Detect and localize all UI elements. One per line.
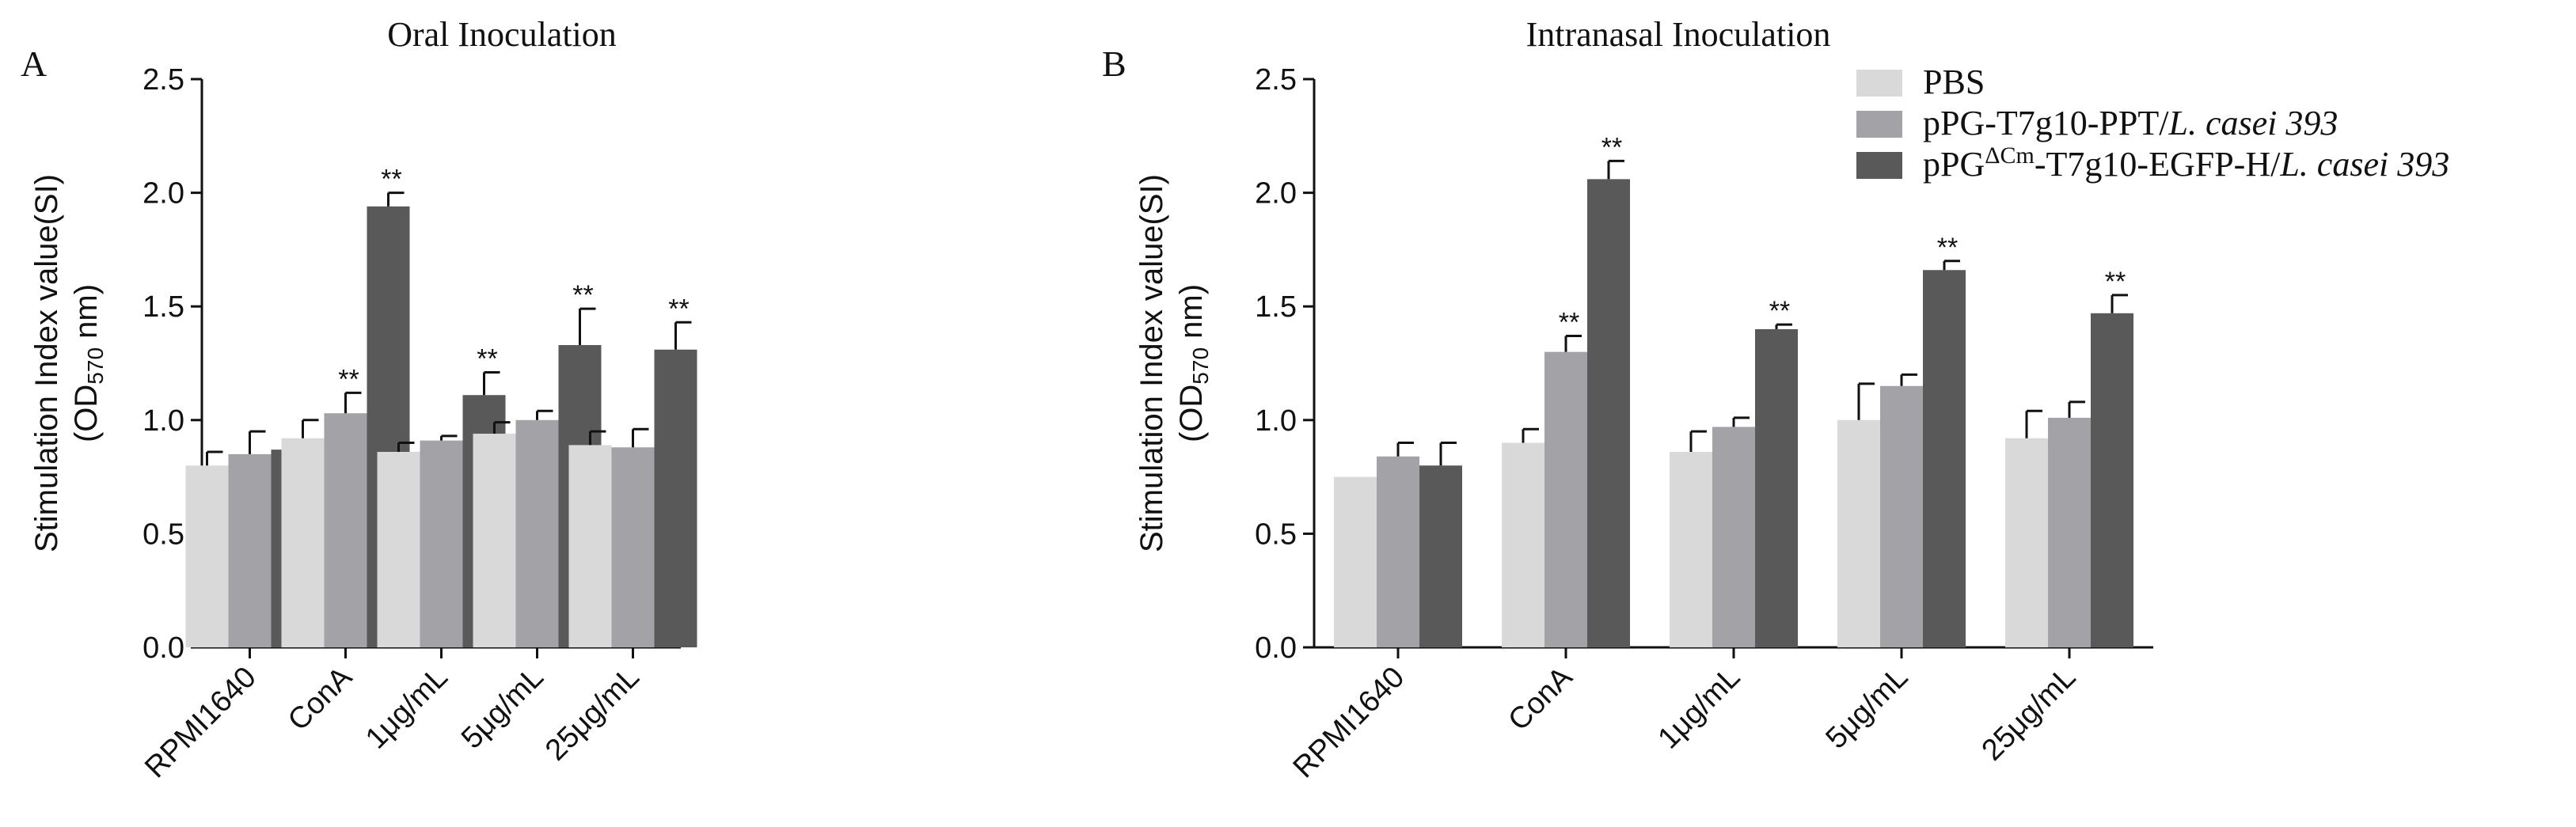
significance-label: ** <box>338 364 359 394</box>
x-tick-label: 25μg/mL <box>1976 661 2083 768</box>
x-tick-label: 1μg/mL <box>1651 661 1746 756</box>
chart-title: Intranasal Inoculation <box>1526 15 1831 54</box>
bar <box>473 434 516 647</box>
legend-label-part: ΔCm <box>1985 142 2035 169</box>
legend-label-part: L. casei 393 <box>2168 104 2338 142</box>
significance-label: ** <box>1559 308 1579 338</box>
bar <box>185 465 229 647</box>
y-unit-suffix: nm) <box>1174 284 1209 347</box>
bar <box>2005 438 2048 647</box>
legend-swatch <box>1856 111 1902 138</box>
y-tick-label: 1.0 <box>1255 404 1297 438</box>
significance-label: ** <box>668 294 689 324</box>
panel-b-chart: Intranasal Inoculation B Stimulation Index… <box>1102 15 2153 784</box>
legend-swatch <box>1856 152 1902 179</box>
panel-label: B <box>1102 44 1127 84</box>
y-axis-label: Stimulation Index value(SI) <box>1134 174 1169 552</box>
bar <box>1712 427 1755 647</box>
y-unit-subscript: 570 <box>83 347 108 385</box>
y-tick-label: 1.5 <box>142 290 184 324</box>
bar <box>1334 476 1377 647</box>
bar <box>1419 465 1462 647</box>
bar <box>377 452 420 647</box>
bar <box>568 445 612 647</box>
bar <box>1670 452 1712 647</box>
significance-label: ** <box>477 343 497 374</box>
x-tick-label: 1μg/mL <box>359 661 454 756</box>
x-tick-label: ConA <box>1502 660 1579 737</box>
bar <box>324 413 367 647</box>
legend-label-part: PBS <box>1923 63 1985 101</box>
significance-label: ** <box>2105 267 2126 297</box>
bar <box>611 447 655 647</box>
significance-label: ** <box>1601 132 1622 162</box>
legend-label: pPGΔCm-T7g10-EGFP-H/L. casei 393 <box>1923 142 2449 184</box>
panel-a-chart: Oral Inoculation A Stimulation Index value… <box>21 15 697 784</box>
panel-label: A <box>21 44 47 84</box>
bar <box>1377 456 1419 647</box>
y-tick-label: 2.0 <box>1255 177 1297 211</box>
bar <box>1880 385 1923 647</box>
y-unit-suffix: nm) <box>69 284 104 347</box>
x-tick-label: ConA <box>282 660 359 737</box>
x-tick-label: 5μg/mL <box>1819 661 1914 756</box>
y-axis-unit-label: (OD570 nm) <box>1174 284 1213 442</box>
legend-label-part: pPG <box>1923 145 1985 184</box>
y-tick-label: 1.5 <box>1255 290 1297 324</box>
y-tick-label: 2.5 <box>142 63 184 97</box>
y-unit-prefix: (OD <box>69 385 104 442</box>
chart-title: Oral Inoculation <box>387 15 617 54</box>
y-tick-label: 0.0 <box>1255 632 1297 665</box>
bar <box>2048 417 2091 647</box>
significance-label: ** <box>1769 296 1790 326</box>
bar <box>654 349 697 647</box>
bar <box>228 453 272 647</box>
legend-label: PBS <box>1923 63 1985 101</box>
bar <box>515 419 559 647</box>
y-tick-label: 0.0 <box>142 632 184 665</box>
bar <box>281 438 325 647</box>
bar <box>1502 442 1544 647</box>
legend-swatch <box>1856 70 1902 97</box>
significance-label: ** <box>572 280 593 310</box>
y-axis-unit-label: (OD570 nm) <box>69 284 108 442</box>
legend-label-part: L. casei 393 <box>2279 145 2449 184</box>
legend-label-part: pPG-T7g10-PPT/ <box>1923 104 2169 142</box>
y-tick-label: 0.5 <box>1255 518 1297 551</box>
significance-label: ** <box>1937 233 1958 263</box>
y-tick-label: 2.5 <box>1255 63 1297 97</box>
bar <box>1755 328 1798 647</box>
bar <box>1544 351 1587 647</box>
y-tick-label: 2.0 <box>142 177 184 211</box>
bar <box>1587 179 1630 648</box>
bar <box>420 440 463 647</box>
bar <box>1923 270 1966 647</box>
bar <box>1837 419 1880 647</box>
x-tick-label: RPMI1640 <box>139 661 263 785</box>
y-unit-subscript: 570 <box>1188 347 1213 385</box>
x-tick-label: 25μg/mL <box>539 661 646 768</box>
y-axis-label: Stimulation Index value(SI) <box>29 174 64 552</box>
x-tick-label: RPMI1640 <box>1287 661 1411 785</box>
significance-label: ** <box>381 165 401 195</box>
y-unit-prefix: (OD <box>1174 385 1209 442</box>
y-tick-label: 0.5 <box>142 518 184 551</box>
bar <box>2091 313 2133 647</box>
y-tick-label: 1.0 <box>142 404 184 438</box>
legend-label: pPG-T7g10-PPT/L. casei 393 <box>1923 104 2338 142</box>
x-tick-label: 5μg/mL <box>455 661 550 756</box>
legend-label-part: -T7g10-EGFP-H/ <box>2035 145 2281 184</box>
